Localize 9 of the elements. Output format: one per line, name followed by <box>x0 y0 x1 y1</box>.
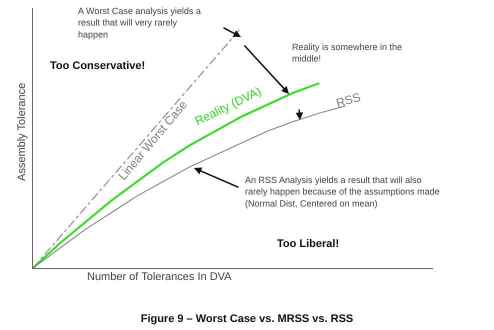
text: RSS <box>334 90 362 110</box>
annotation: Reality is somewhere in the middle! <box>292 42 402 64</box>
annotation: Too Conservative! <box>50 60 146 72</box>
y-axis-title: Assembly Tolerance <box>16 82 28 181</box>
text: Figure 9 – Worst Case vs. MRSS vs. RSS <box>140 312 354 325</box>
annotation: An RSS Analysis yields a result that will also rarely happen because of the assumptions made (Normal Dist, Centered on mean) <box>245 175 440 208</box>
x-axis-title: Number of Tolerances In DVA <box>87 271 232 283</box>
annotation: Too Liberal! <box>277 238 340 250</box>
annotation: A Worst Case analysis yields a result that will very rarely happen <box>78 6 201 40</box>
